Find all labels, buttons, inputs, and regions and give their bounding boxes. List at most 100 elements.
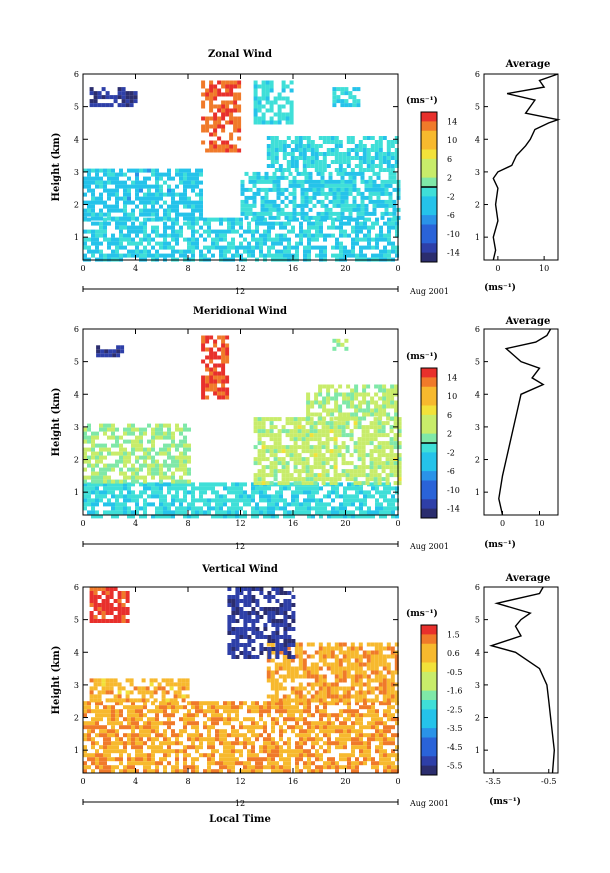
heatmap-cell — [191, 494, 195, 499]
heatmap-cell — [387, 701, 391, 706]
heatmap-cell — [368, 199, 373, 204]
heatmap-cell — [129, 99, 134, 104]
heatmap-cell — [391, 765, 395, 770]
heatmap-cell — [303, 733, 307, 738]
heatmap-cell — [183, 498, 187, 503]
heatmap-cell — [364, 207, 369, 212]
heatmap-cell — [209, 371, 214, 376]
heatmap-cell — [371, 225, 375, 230]
heatmap-cell — [281, 80, 286, 85]
heatmap-cell — [345, 461, 350, 466]
heatmap-cell — [149, 690, 154, 695]
heatmap-cell — [321, 425, 326, 430]
heatmap-cell — [382, 690, 387, 695]
heatmap-cell — [95, 510, 99, 515]
heatmap-cell — [277, 108, 282, 113]
heatmap-cell — [367, 705, 371, 710]
heatmap-cell — [187, 506, 191, 511]
heatmap-cell — [257, 433, 262, 438]
heatmap-cell — [261, 88, 266, 93]
heatmap-cell — [374, 384, 379, 389]
heatmap-cell — [145, 690, 150, 695]
heatmap-cell — [383, 737, 387, 742]
heatmap-cell — [159, 757, 163, 762]
heatmap-cell — [271, 749, 275, 754]
heatmap-cell — [255, 725, 259, 730]
heatmap-cell — [332, 346, 337, 351]
heatmap-cell — [357, 441, 362, 446]
heatmap-cell — [351, 769, 355, 774]
heatmap-cell — [171, 253, 175, 258]
heatmap-cell — [155, 184, 159, 189]
heatmap-cell — [383, 486, 387, 491]
heatmap-cell — [381, 429, 386, 434]
heatmap-cell — [131, 745, 135, 750]
heatmap-cell — [381, 433, 386, 438]
heatmap-cell — [375, 729, 379, 734]
heatmap-cell — [274, 698, 279, 703]
heatmap-cell — [347, 733, 351, 738]
heatmap-cell — [325, 457, 330, 462]
heatmap-cell — [326, 682, 331, 687]
heatmap-cell — [358, 148, 363, 152]
heatmap-cell — [338, 168, 343, 172]
heatmap-cell — [334, 392, 339, 397]
heatmap-cell — [358, 400, 363, 405]
heatmap-cell — [227, 514, 231, 519]
heatmap-cell — [215, 709, 219, 714]
heatmap-cell — [87, 245, 91, 250]
heatmap-cell — [243, 737, 247, 742]
heatmap-cell — [285, 116, 290, 121]
heatmap-cell — [99, 753, 103, 758]
heatmap-cell — [239, 221, 243, 226]
heatmap-cell — [175, 192, 179, 197]
heatmap-cell — [111, 427, 115, 432]
heatmap-cell — [319, 221, 323, 226]
heatmap-cell — [371, 514, 375, 519]
heatmap-cell — [175, 506, 179, 511]
heatmap-cell — [213, 383, 218, 388]
heatmap-cell — [369, 449, 374, 454]
heatmap-cell — [323, 237, 327, 242]
heatmap-cell — [334, 136, 339, 140]
heatmap-cell — [324, 191, 329, 196]
heatmap-cell — [91, 514, 95, 519]
x-tick-label: 16 — [288, 519, 298, 528]
heatmap-cell — [333, 449, 338, 454]
heatmap-cell — [99, 447, 103, 452]
heatmap-cell — [191, 229, 195, 234]
heatmap-cell — [195, 757, 199, 762]
heatmap-cell — [217, 116, 222, 121]
heatmap-cell — [275, 498, 279, 503]
heatmap-cell — [159, 721, 163, 726]
heatmap-cell — [270, 658, 275, 663]
heatmap-cell — [340, 183, 345, 188]
heatmap-cell — [309, 421, 314, 426]
heatmap-cell — [348, 183, 353, 188]
heatmap-cell — [87, 204, 91, 209]
heatmap-cell — [299, 233, 303, 238]
heatmap-cell — [187, 204, 191, 209]
heatmap-cell — [319, 757, 323, 762]
heatmap-cell — [367, 237, 371, 242]
heatmap-cell — [391, 249, 395, 254]
heatmap-cell — [251, 253, 255, 258]
heatmap-cell — [279, 733, 283, 738]
heatmap-cell — [135, 753, 139, 758]
heatmap-cell — [303, 506, 307, 511]
heatmap-cell — [179, 479, 183, 484]
heatmap-cell — [207, 502, 211, 507]
heatmap-cell — [223, 217, 227, 222]
heatmap-cell — [285, 100, 290, 105]
heatmap-cell — [359, 753, 363, 758]
heatmap-cell — [295, 253, 299, 258]
heatmap-cell — [370, 160, 375, 164]
heatmap-cell — [342, 396, 347, 401]
heatmap-cell — [231, 229, 235, 234]
heatmap-cell — [309, 465, 314, 470]
heatmap-cell — [362, 168, 367, 172]
heatmap-cell — [354, 148, 359, 152]
colorbar-tick-label: -10 — [447, 486, 460, 495]
